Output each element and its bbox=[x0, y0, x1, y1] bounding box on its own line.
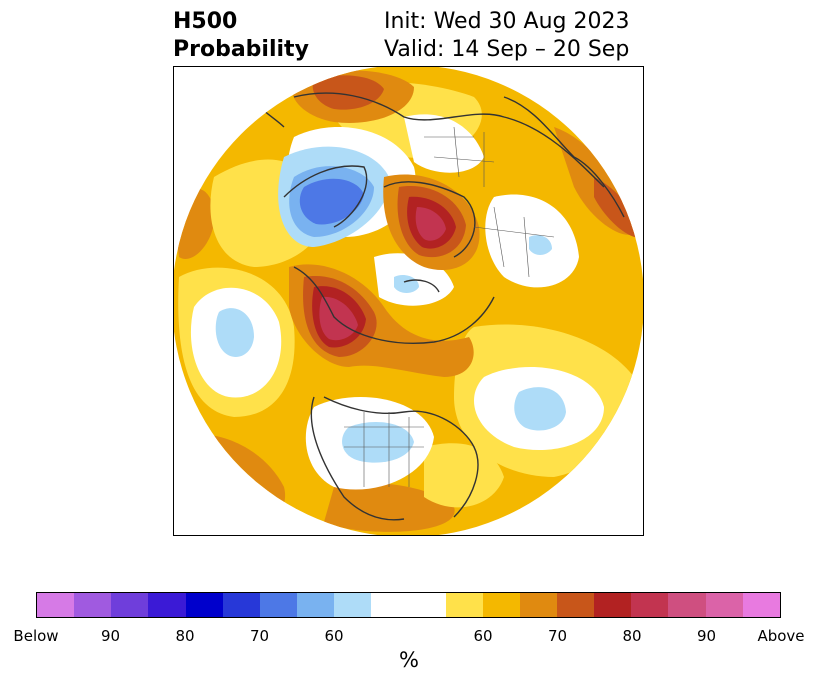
colorbar-segment bbox=[705, 593, 743, 617]
colorbar-segment bbox=[296, 593, 335, 617]
colorbar-tick-label: Above bbox=[757, 627, 805, 645]
field-patch bbox=[324, 483, 455, 532]
colorbar-tick-label: 90 bbox=[100, 627, 121, 645]
colorbar-segment bbox=[594, 593, 632, 617]
map-panel bbox=[173, 66, 644, 536]
field-patch bbox=[312, 75, 384, 110]
colorbar-tick-label: 80 bbox=[622, 627, 642, 645]
colorbar bbox=[36, 592, 781, 618]
field-patch bbox=[529, 235, 552, 255]
colorbar-tick-label: 60 bbox=[473, 627, 493, 645]
colorbar-segment bbox=[111, 593, 149, 617]
colorbar-segment bbox=[556, 593, 595, 617]
colorbar-segment bbox=[519, 593, 557, 617]
colorbar-tick-label: 70 bbox=[547, 627, 568, 645]
map-disc bbox=[174, 67, 643, 535]
colorbar-segment bbox=[631, 593, 669, 617]
field-patch bbox=[404, 114, 484, 173]
colorbar-unit: % bbox=[399, 648, 419, 672]
colorbar-segment bbox=[74, 593, 112, 617]
colorbar-tick-label: Below bbox=[13, 627, 59, 645]
title-line-1: H500 bbox=[173, 9, 238, 34]
field-patch bbox=[514, 387, 566, 431]
coastlines bbox=[243, 86, 625, 521]
field-patch bbox=[299, 178, 364, 225]
colorbar-segment bbox=[222, 593, 260, 617]
map-title: H500 Probability bbox=[173, 8, 309, 64]
valid-range: Valid: 14 Sep – 20 Sep bbox=[384, 37, 630, 62]
init-date: Init: Wed 30 Aug 2023 bbox=[384, 9, 630, 34]
probability-map bbox=[174, 67, 643, 535]
colorbar-segment bbox=[148, 593, 186, 617]
title-line-2: Probability bbox=[173, 37, 309, 62]
borders bbox=[344, 126, 555, 487]
field-patch bbox=[215, 308, 254, 357]
colorbar-segment bbox=[371, 593, 446, 617]
colorbar-segment bbox=[445, 593, 483, 617]
colorbar-segment bbox=[259, 593, 297, 617]
colorbar-segment bbox=[334, 593, 372, 617]
colorbar-segment bbox=[185, 593, 223, 617]
colorbar-segment bbox=[37, 593, 75, 617]
colorbar-tick-label: 70 bbox=[249, 627, 270, 645]
colorbar-tick-label: 80 bbox=[175, 627, 195, 645]
date-info: Init: Wed 30 Aug 2023 Valid: 14 Sep – 20… bbox=[384, 8, 629, 64]
field-patch bbox=[415, 207, 446, 241]
colorbar-segment bbox=[742, 593, 780, 617]
field-patch bbox=[424, 443, 504, 508]
colorbar-segment bbox=[668, 593, 706, 617]
colorbar-segment bbox=[482, 593, 520, 617]
colorbar-tick-label: 90 bbox=[696, 627, 717, 645]
colorbar-tick-label: 60 bbox=[324, 627, 344, 645]
field-patch bbox=[342, 422, 414, 463]
